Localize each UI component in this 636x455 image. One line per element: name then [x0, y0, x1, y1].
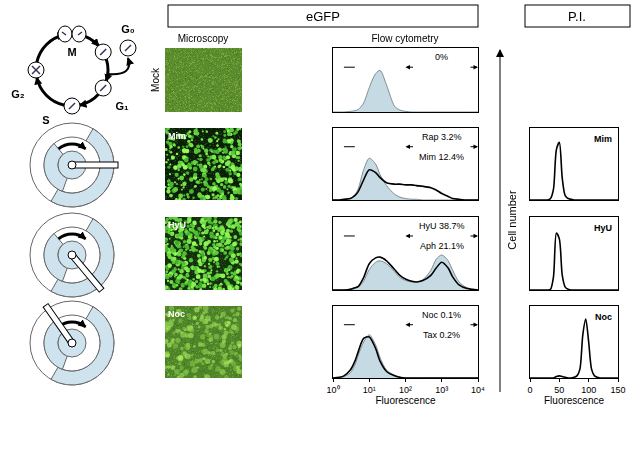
svg-text:G₂: G₂ [11, 88, 25, 100]
svg-text:10⁴: 10⁴ [471, 385, 485, 395]
svg-text:Mock: Mock [150, 67, 161, 92]
svg-text:Cell number: Cell number [506, 190, 518, 250]
svg-text:Mim: Mim [168, 131, 186, 141]
svg-text:S: S [42, 114, 49, 126]
svg-text:150: 150 [610, 385, 625, 395]
svg-text:10³: 10³ [435, 385, 448, 395]
svg-text:10⁰: 10⁰ [326, 385, 339, 395]
svg-text:Noc 0.1%: Noc 0.1% [422, 310, 461, 320]
svg-text:G₀: G₀ [121, 23, 135, 35]
svg-text:HyU: HyU [594, 223, 612, 233]
svg-text:10¹: 10¹ [363, 385, 376, 395]
svg-text:0%: 0% [435, 52, 448, 62]
svg-text:P.I.: P.I. [568, 9, 586, 24]
svg-text:Aph 21.1%: Aph 21.1% [420, 241, 464, 251]
svg-text:Fluorescence: Fluorescence [544, 395, 604, 406]
svg-text:M: M [67, 46, 76, 58]
svg-text:0: 0 [527, 385, 532, 395]
svg-text:Mim 12.4%: Mim 12.4% [419, 152, 464, 162]
svg-text:50: 50 [554, 385, 564, 395]
svg-text:G₁: G₁ [115, 100, 129, 112]
svg-text:Noc: Noc [168, 309, 185, 319]
svg-text:Flow cytometry: Flow cytometry [371, 33, 438, 44]
svg-text:Tax 0.2%: Tax 0.2% [423, 330, 460, 340]
svg-text:Microscopy: Microscopy [178, 33, 229, 44]
svg-text:HyU: HyU [168, 220, 186, 230]
svg-text:Mim: Mim [594, 134, 612, 144]
svg-text:Noc: Noc [595, 312, 612, 322]
svg-text:10²: 10² [399, 385, 412, 395]
svg-text:Fluorescence: Fluorescence [375, 395, 435, 406]
svg-text:Rap 3.2%: Rap 3.2% [422, 132, 462, 142]
svg-text:100: 100 [581, 385, 596, 395]
svg-text:eGFP: eGFP [306, 9, 340, 24]
svg-text:HyU 38.7%: HyU 38.7% [419, 221, 465, 231]
